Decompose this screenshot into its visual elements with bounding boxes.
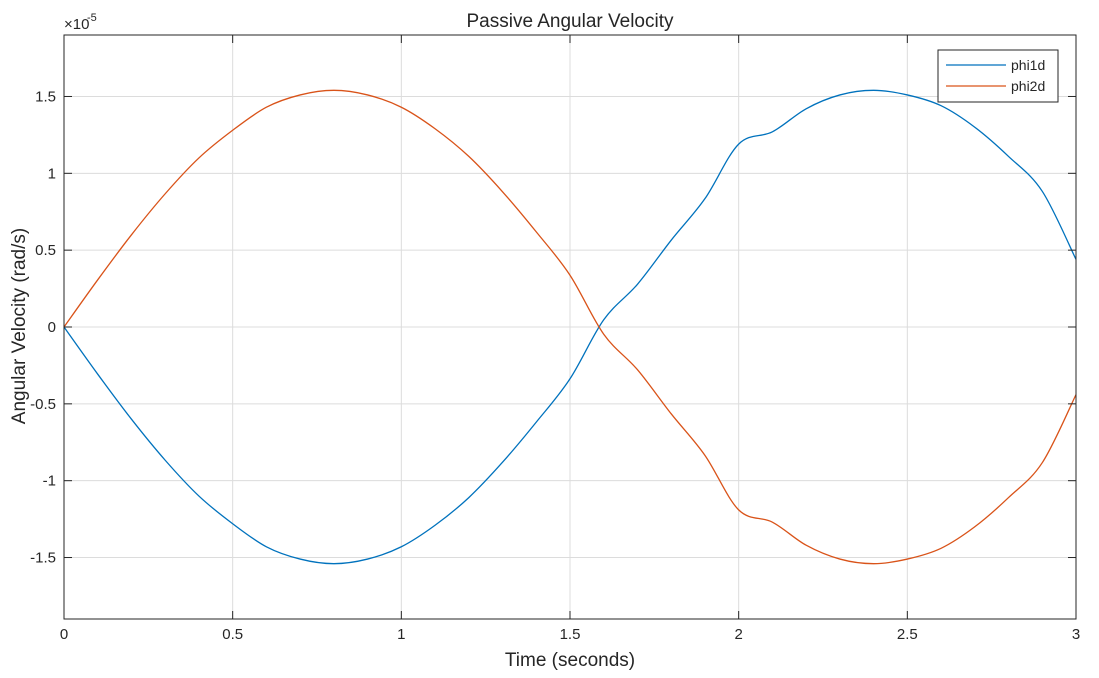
y-tick-label: -1.5 bbox=[30, 550, 56, 567]
y-axis-label: Angular Velocity (rad/s) bbox=[9, 228, 30, 424]
x-tick-label: 1 bbox=[397, 626, 405, 643]
x-tick-label: 3 bbox=[1072, 626, 1080, 643]
y-exponent-label: ×10 -5 bbox=[64, 12, 97, 33]
y-tick-label: 0.5 bbox=[35, 242, 56, 259]
x-axis-label: Time (seconds) bbox=[505, 650, 635, 671]
legend: phi1d phi2d bbox=[937, 49, 1059, 103]
x-tick-label: 0 bbox=[60, 626, 68, 643]
series-line-phi1d bbox=[63, 89, 1077, 565]
legend-label-phi2d: phi2d bbox=[1011, 78, 1045, 94]
series-group bbox=[63, 89, 1077, 565]
y-tick-label: 1.5 bbox=[35, 88, 56, 105]
x-tick-label: 0.5 bbox=[222, 626, 243, 643]
y-tick-label: -1 bbox=[43, 473, 56, 490]
legend-label-phi1d: phi1d bbox=[1011, 57, 1045, 73]
y-tick-label: -0.5 bbox=[30, 396, 56, 413]
x-tick-label: 1.5 bbox=[560, 626, 581, 643]
x-tick-label: 2.5 bbox=[897, 626, 918, 643]
x-tick-label: 2 bbox=[734, 626, 742, 643]
grid bbox=[63, 35, 1077, 619]
chart-title: Passive Angular Velocity bbox=[466, 11, 674, 32]
series-line-phi2d bbox=[63, 89, 1077, 565]
legend-box bbox=[937, 49, 1059, 103]
y-tick-label: 1 bbox=[48, 165, 56, 182]
y-exponent-base: ×10 bbox=[64, 16, 89, 33]
ticks: 0 0.5 1 1.5 2 2.5 3 -1.5 -1 -0.5 0 0.5 1 1.5 bbox=[30, 35, 1080, 643]
y-exponent-power: -5 bbox=[87, 12, 97, 24]
y-tick-label: 0 bbox=[48, 319, 56, 336]
